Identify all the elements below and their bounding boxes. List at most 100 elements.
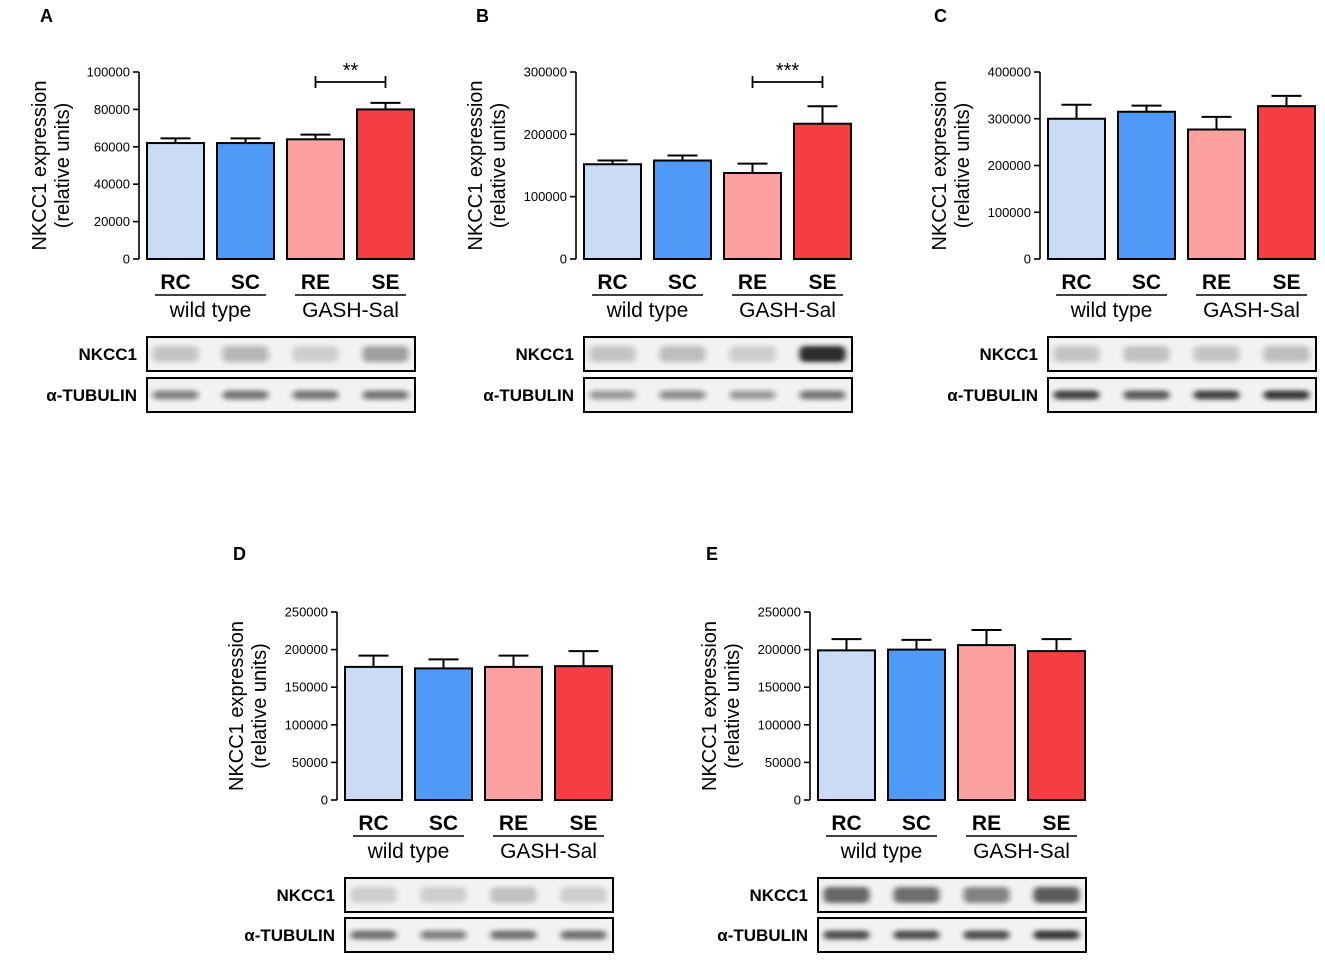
bar-re [957,644,1016,802]
blot-band [659,346,706,362]
y-tick-label: 20000 [94,214,130,229]
bar-re [484,665,543,801]
blot-band [292,346,339,362]
y-tick-label: 250000 [285,605,328,620]
y-tick-label: 0 [794,793,801,808]
y-tick-label: 50000 [292,755,328,770]
significance-label: *** [776,60,800,82]
bar-sc [887,648,946,801]
blot-band [589,346,636,362]
blot-frame [1047,336,1317,372]
y-axis-label-line1: NKCC1 expression [465,80,487,250]
blot-band [350,930,397,940]
group-label: GASH-Sal [739,299,836,322]
group-label: wild type [840,840,923,863]
blot-frame [583,377,853,413]
blot-label-nkcc1: NKCC1 [979,345,1038,364]
group-label: wild type [1070,299,1153,322]
category-label-se: SE [1042,812,1070,835]
y-axis-label-line2: (relative units) [249,643,271,769]
blot-frame [817,877,1087,913]
blot-band [1193,346,1240,362]
y-axis-label: NKCC1 expression(relative units) [465,80,510,250]
bar-se [1257,105,1316,260]
category-label-se: SE [1272,271,1300,294]
y-tick-label: 0 [321,793,328,808]
bar-rc [1047,117,1106,260]
blot-label-tubulin: α-TUBULIN [947,386,1038,405]
y-tick-label: 300000 [988,111,1031,126]
y-tick-label: 400000 [988,65,1031,80]
blot-strip-nkcc1: NKCC1 [979,336,1317,372]
blot-strip-nkcc1: NKCC1 [78,336,416,372]
blot-frame [146,377,416,413]
bar-sc [653,159,712,260]
bar-sc [414,667,473,802]
blot-strip-tubulin: α-TUBULIN [244,917,614,953]
blot-frame [817,917,1087,953]
group-label: GASH-Sal [302,299,399,322]
group-label: wild type [606,299,689,322]
blot-label-nkcc1: NKCC1 [78,345,137,364]
category-label-re: RE [972,812,1001,835]
category-label-re: RE [301,271,330,294]
category-label-se: SE [569,812,597,835]
blot-band [1123,390,1170,400]
bar-se [793,122,852,260]
blot-strip-nkcc1: NKCC1 [276,877,614,913]
blot-strip-nkcc1: NKCC1 [515,336,853,372]
y-tick-label: 200000 [524,127,567,142]
blot-strip-tubulin: α-TUBULIN [717,917,1087,953]
blot-band [729,346,776,362]
blot-band [893,930,940,940]
y-tick-label: 0 [123,252,130,267]
category-label-re: RE [738,271,767,294]
y-tick-label: 40000 [94,177,130,192]
panel-c: C NKCC1 expression(relative units) 0 100000… [929,6,1317,413]
y-axis-label-line2: (relative units) [952,103,974,229]
bar-se [356,108,415,261]
panel-e: E NKCC1 expression(relative units) 0 50000 1… [699,544,1087,953]
y-tick-label: 100000 [758,717,801,732]
y-tick-label: 200000 [988,158,1031,173]
blot-band [1263,390,1310,400]
bar-rc [146,142,205,260]
blot-band [1053,390,1100,400]
blot-band [589,390,636,400]
blot-band [560,887,607,903]
bar-rc [817,649,876,801]
blot-frame [146,336,416,372]
blot-band [963,887,1010,903]
panel-letter: E [706,544,718,564]
y-tick-label: 0 [560,252,567,267]
y-axis-label-line2: (relative units) [722,643,744,769]
blot-band [823,887,870,903]
blot-band [350,887,397,903]
y-axis-label-line1: NKCC1 expression [699,621,721,791]
bar-re [286,138,345,261]
bar-re [1187,128,1246,260]
group-label: GASH-Sal [973,840,1070,863]
blot-label-tubulin: α-TUBULIN [483,386,574,405]
y-axis-label-line1: NKCC1 expression [226,621,248,791]
panel-b: B NKCC1 expression(relative units) 0 100000… [465,6,853,413]
blot-frame [344,917,614,953]
blot-band [893,887,940,903]
category-label-rc: RC [1061,271,1091,294]
blot-band [729,390,776,400]
blot-band [420,887,467,903]
y-tick-label: 50000 [765,755,801,770]
panel-letter: B [476,6,489,26]
bar-sc [1117,110,1176,260]
blot-band [292,390,339,400]
category-label-sc: SC [231,271,260,294]
y-tick-label: 100000 [988,205,1031,220]
blot-band [1193,390,1240,400]
category-label-sc: SC [902,812,931,835]
category-label-rc: RC [160,271,190,294]
blot-label-tubulin: α-TUBULIN [717,926,808,945]
blot-band [362,390,409,400]
panel-letter: D [233,544,246,564]
bar-se [554,665,613,801]
